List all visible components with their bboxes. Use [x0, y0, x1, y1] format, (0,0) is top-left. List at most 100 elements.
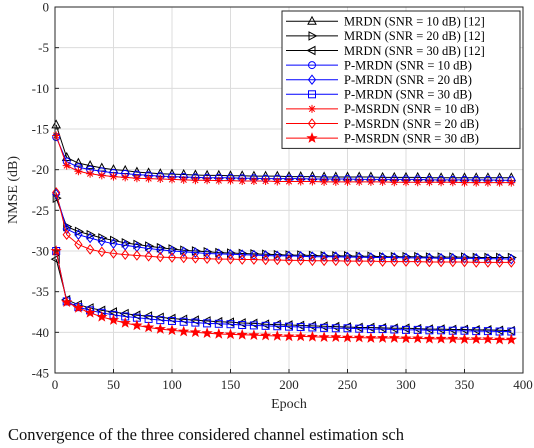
data-point [98, 233, 108, 243]
data-point [470, 333, 482, 345]
series-9 [50, 245, 517, 345]
data-point [73, 157, 84, 167]
data-point [132, 174, 141, 183]
y-axis-label: NMSE (dB) [6, 156, 21, 224]
data-point [366, 255, 376, 267]
data-point [401, 256, 411, 267]
data-point [145, 241, 155, 251]
data-point [214, 253, 223, 265]
data-point [52, 188, 61, 200]
data-point [261, 177, 270, 186]
data-point [435, 332, 447, 344]
data-point [448, 178, 457, 187]
data-point [283, 330, 295, 342]
data-point [376, 332, 389, 343]
legend-label: MRDN (SNR = 10 dB) [12] [344, 15, 485, 29]
data-point [238, 254, 247, 265]
data-point [343, 177, 352, 186]
data-point [284, 255, 294, 266]
x-tick-label: 250 [338, 377, 358, 392]
data-point [460, 178, 469, 187]
data-point [378, 256, 387, 267]
data-point [179, 246, 188, 258]
data-point [448, 256, 457, 268]
data-point [306, 330, 319, 342]
series-line [55, 136, 512, 181]
data-point [507, 178, 516, 187]
data-point [191, 253, 200, 264]
series-line [55, 250, 512, 333]
data-point [109, 248, 118, 259]
data-point [493, 333, 506, 345]
legend-label: P-MSRDN (SNR = 20 dB) [344, 117, 479, 131]
data-point [131, 319, 143, 331]
legend-marker [306, 45, 316, 56]
data-point [331, 177, 340, 186]
data-point [482, 333, 494, 345]
data-point [401, 252, 411, 264]
data-point [156, 244, 165, 256]
data-point [296, 177, 305, 186]
data-point [425, 256, 434, 268]
data-point [86, 229, 96, 240]
nmse-convergence-chart: 0 50 100 150 200 250 300 350 400 0 -5 -10 -15 -20 -25… [6, 0, 533, 412]
series-line [55, 135, 512, 184]
series-line [55, 259, 512, 332]
data-point [203, 176, 212, 185]
data-point [144, 250, 153, 262]
legend-entry: P-MSRDN (SNR = 20 dB) [286, 117, 479, 131]
data-point [413, 252, 422, 264]
data-point [224, 328, 237, 340]
data-point [74, 226, 84, 237]
data-point [458, 333, 471, 345]
figure-caption: Convergence of the three considered chan… [8, 425, 405, 444]
data-point [436, 256, 446, 268]
x-axis-label: Epoch [271, 397, 307, 412]
data-point [285, 177, 293, 186]
data-point [366, 177, 375, 186]
data-point [238, 177, 247, 186]
data-point [318, 331, 330, 343]
data-point [189, 326, 202, 338]
x-tick-label: 50 [107, 377, 120, 392]
legend-entry: P-MSRDN (SNR = 30 dB) [286, 131, 479, 145]
data-point [179, 317, 188, 326]
data-point [378, 177, 387, 186]
data-point [86, 169, 95, 178]
x-axis: 0 50 100 150 200 250 300 350 400 [52, 369, 533, 392]
legend-entry: MRDN (SNR = 10 dB) [12] [286, 15, 485, 29]
y-tick-label: -20 [32, 162, 49, 177]
legend-marker [308, 61, 316, 70]
data-point [472, 257, 481, 268]
data-point [97, 235, 106, 247]
legend-marker [307, 15, 317, 25]
data-point [353, 331, 365, 343]
y-tick-label: -5 [38, 40, 49, 55]
legend-marker [308, 104, 316, 113]
y-tick-label: -35 [32, 284, 49, 299]
series-layer [50, 119, 517, 345]
legend-entry: P-MRDN (SNR = 20 dB) [286, 73, 472, 87]
data-point [96, 310, 108, 322]
data-point [296, 255, 305, 266]
data-point [319, 255, 329, 267]
series-8 [52, 187, 516, 268]
data-point [505, 333, 517, 345]
data-point [97, 171, 106, 180]
x-tick-label: 150 [221, 377, 241, 392]
data-point [191, 247, 200, 258]
data-point [436, 253, 446, 264]
data-point [74, 167, 83, 176]
data-point [437, 178, 446, 187]
series-3 [50, 254, 515, 336]
series-line [55, 192, 512, 263]
data-point [191, 318, 200, 327]
legend-label: P-MSRDN (SNR = 10 dB) [344, 102, 479, 116]
legend-label: MRDN (SNR = 20 dB) [12] [344, 29, 485, 43]
legend-entry: P-MSRDN (SNR = 10 dB) [286, 102, 479, 116]
y-tick-label: 0 [43, 0, 50, 15]
y-tick-label: -45 [32, 366, 49, 381]
data-point [226, 320, 235, 329]
data-point [62, 161, 71, 170]
data-point [74, 239, 83, 250]
